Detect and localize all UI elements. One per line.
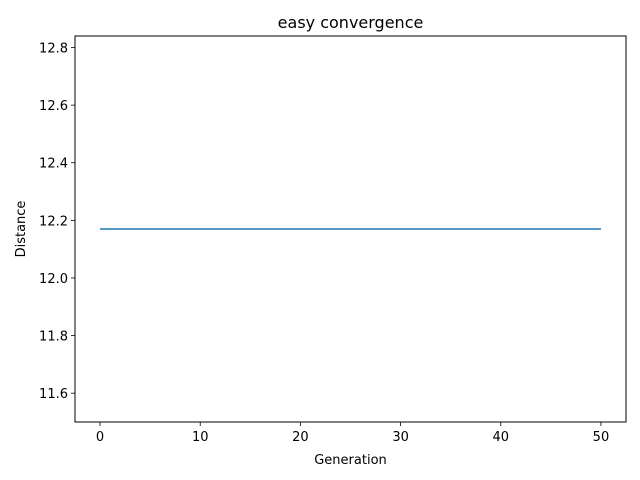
x-tick-label: 50	[593, 430, 610, 445]
y-tick-label: 11.6	[39, 387, 68, 402]
x-tick-label: 10	[192, 430, 209, 445]
y-axis-label: Distance	[14, 201, 29, 258]
x-tick-label: 30	[392, 430, 409, 445]
y-tick-label: 12.6	[39, 99, 68, 114]
y-tick-label: 12.0	[39, 272, 68, 287]
y-tick-label: 12.8	[39, 42, 68, 57]
chart-title: easy convergence	[278, 13, 424, 32]
x-tick-label: 40	[492, 430, 509, 445]
x-tick-label: 0	[96, 430, 104, 445]
plot-frame	[74, 35, 627, 423]
y-tick-label: 11.8	[39, 330, 68, 345]
y-axis: 11.6 11.8 12.0 12.2 12.4 12.6 12.8	[39, 42, 75, 402]
y-tick-label: 12.4	[39, 157, 68, 172]
x-axis: 0 10 20 30 40 50	[96, 422, 609, 445]
y-tick-label: 12.2	[39, 214, 68, 229]
x-tick-label: 20	[292, 430, 309, 445]
x-axis-label: Generation	[314, 453, 387, 468]
